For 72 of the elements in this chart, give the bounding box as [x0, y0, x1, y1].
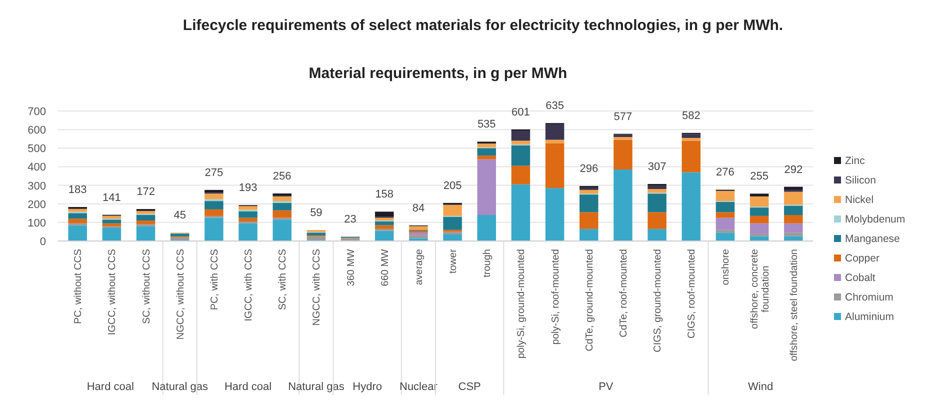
legend-label: Zinc — [845, 155, 865, 167]
text: PV — [598, 381, 614, 393]
total-label: 256 — [272, 170, 292, 182]
legend-label: Copper — [845, 252, 880, 264]
legend-label: Nickel — [845, 194, 874, 206]
y-tick-label: 500 — [28, 143, 46, 156]
x-tick-label: 660 MW — [380, 248, 391, 286]
text: Hard coal — [86, 381, 134, 393]
x-tick-label: IGCC, with CCS — [244, 248, 255, 322]
x-tick-label: CIGS, ground-mounted — [652, 249, 664, 352]
total-label: 84 — [412, 202, 425, 214]
total-label: 307 — [648, 160, 666, 173]
total-label: 205 — [443, 180, 462, 192]
legend-label: Chromium — [845, 292, 894, 304]
chart-subtitle: Material requirements, in g per MWh — [308, 65, 568, 82]
total-label: 45 — [174, 210, 186, 222]
x-tick-label: PC, with CCS — [209, 248, 220, 310]
chart-title: Lifecycle requirements of select materials for electricity technologies, in g per MWh. — [182, 17, 784, 34]
text: Wind — [748, 381, 774, 393]
legend-label: Cobalt — [845, 272, 876, 284]
total-label: 577 — [614, 110, 632, 123]
x-tick-label: poly-Si, roof-mounted — [550, 249, 562, 345]
text: CSP — [458, 381, 481, 393]
x-tick-label: SC, without CCS — [141, 248, 152, 324]
total-label: 276 — [716, 166, 734, 179]
total-label: 275 — [204, 166, 224, 179]
total-label: 635 — [546, 100, 564, 112]
y-tick-label: 400 — [28, 162, 46, 174]
x-tick-label: average — [414, 248, 425, 286]
total-label: 172 — [136, 186, 155, 198]
legend-label: Silicon — [845, 174, 876, 186]
text: Hard coal — [224, 381, 272, 393]
x-tick-label: tower — [448, 248, 460, 274]
total-label: 141 — [102, 192, 121, 204]
total-label: 601 — [512, 106, 530, 118]
x-tick-label: CdTe, roof-mounted — [618, 249, 630, 338]
x-tick-label: NGCC, with CCS — [312, 248, 323, 326]
x-tick-label: IGCC, without CCS — [107, 248, 118, 336]
x-tick-label: CdTe, ground-mounted — [584, 249, 596, 352]
x-tick-label: offshore, steel foundation — [788, 249, 800, 362]
y-tick-label: 600 — [28, 124, 46, 137]
y-tick-label: 0 — [40, 236, 46, 248]
total-label: 23 — [344, 214, 356, 226]
y-tick-label: 100 — [28, 217, 46, 230]
total-label: 158 — [375, 188, 394, 201]
legend-label: Aluminium — [845, 311, 894, 323]
y-tick-label: 200 — [28, 198, 46, 211]
total-label: 296 — [580, 163, 598, 176]
text: Natural gas — [288, 381, 345, 393]
total-label: 183 — [68, 184, 87, 196]
x-tick-label: trough — [482, 249, 494, 278]
text: Nuclear — [400, 381, 438, 393]
total-label: 255 — [750, 170, 768, 183]
x-tick-label: offshore, concrete foundation — [749, 248, 772, 329]
total-label: 535 — [477, 118, 496, 131]
text: Natural gas — [152, 381, 208, 393]
legend-label: Molybdenum — [845, 214, 906, 226]
x-tick-label: PC, without CCS — [73, 248, 84, 324]
total-label: 582 — [682, 110, 700, 122]
total-label: 59 — [310, 207, 322, 220]
x-tick-label: NGCC, without CCS — [175, 248, 186, 340]
x-tick-label: SC, with CCS — [278, 248, 289, 310]
x-tick-label: onshore — [720, 248, 732, 286]
y-tick-label: 700 — [28, 106, 46, 118]
y-tick-label: 300 — [28, 180, 46, 192]
text: Hydro — [352, 381, 382, 393]
legend-label: Manganese — [845, 233, 900, 245]
x-tick-label: poly-Si, ground-mounted — [516, 249, 528, 359]
total-label: 292 — [784, 164, 803, 176]
total-label: 193 — [238, 182, 258, 194]
x-tick-label: CIGS, roof-mounted — [686, 249, 698, 338]
x-tick-label: 360 MW — [346, 248, 357, 286]
